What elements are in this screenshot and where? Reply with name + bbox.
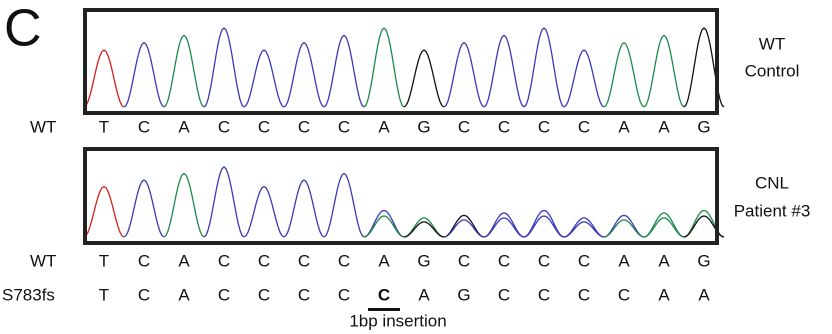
peak [644,218,684,237]
peak [164,174,204,238]
base: C [538,251,550,270]
base: C [298,251,310,270]
peak [564,50,604,107]
row-label: WT [30,251,56,270]
base: C [258,251,270,270]
peak [84,187,124,237]
peak [484,218,524,237]
base: C [458,117,470,136]
panel-label: C [4,0,42,58]
base: C [538,285,550,304]
figure: C WTControlWTTCACCCCAGCCCCAAGCNLPatient … [0,0,832,334]
base: A [698,285,710,304]
peak [204,28,244,107]
base: C [538,117,550,136]
base: A [418,285,430,304]
base: C [258,117,270,136]
trace-label: CNL [755,173,789,192]
base: C [378,285,390,304]
row-label: WT [30,117,56,136]
row-label: S783fs [2,285,55,304]
base: C [138,251,150,270]
trace-frame [85,149,717,243]
base: G [417,117,430,136]
base: A [658,251,670,270]
peak [124,180,164,237]
peak [124,43,164,107]
base: G [697,251,710,270]
base: A [658,117,670,136]
base: C [258,285,270,304]
base: A [178,117,190,136]
peak [564,222,604,237]
peak [484,35,524,107]
peak [244,50,284,107]
base: C [218,117,230,136]
base: C [138,285,150,304]
base: T [99,117,109,136]
base: C [578,285,590,304]
base: A [658,285,670,304]
peak [604,43,644,107]
base: A [618,251,630,270]
base: C [578,117,590,136]
peak [604,220,644,237]
base: T [99,251,109,270]
base: C [298,117,310,136]
base: C [498,117,510,136]
peak [524,28,564,107]
base: C [338,285,350,304]
peak [284,180,324,237]
base: C [298,285,310,304]
peak [204,167,244,237]
base: C [338,251,350,270]
peak [644,35,684,107]
peak [164,35,204,107]
base: A [378,251,390,270]
peak [324,174,364,238]
peak [364,28,404,107]
annotation: 1bp insertion [349,311,446,330]
peak [324,35,364,107]
base: C [618,285,630,304]
base: G [457,285,470,304]
peak [404,222,444,237]
peak [364,216,404,237]
base: A [618,117,630,136]
base: C [458,251,470,270]
trace-label: Control [745,61,800,80]
base: C [338,117,350,136]
peak [244,187,284,237]
base: A [178,285,190,304]
base: A [378,117,390,136]
trace-frame [85,10,717,113]
base: C [578,251,590,270]
peak [84,50,124,107]
peak [444,220,484,237]
base: C [498,285,510,304]
base: G [697,117,710,136]
peak [444,43,484,107]
base: A [178,251,190,270]
base: C [218,285,230,304]
base: C [138,117,150,136]
base: T [99,285,109,304]
trace-label: Patient #3 [734,201,811,220]
base: C [498,251,510,270]
base: G [417,251,430,270]
peak [524,216,564,237]
trace-label: WT [759,34,785,53]
base: C [218,251,230,270]
peak [404,50,444,107]
peak [284,43,324,107]
